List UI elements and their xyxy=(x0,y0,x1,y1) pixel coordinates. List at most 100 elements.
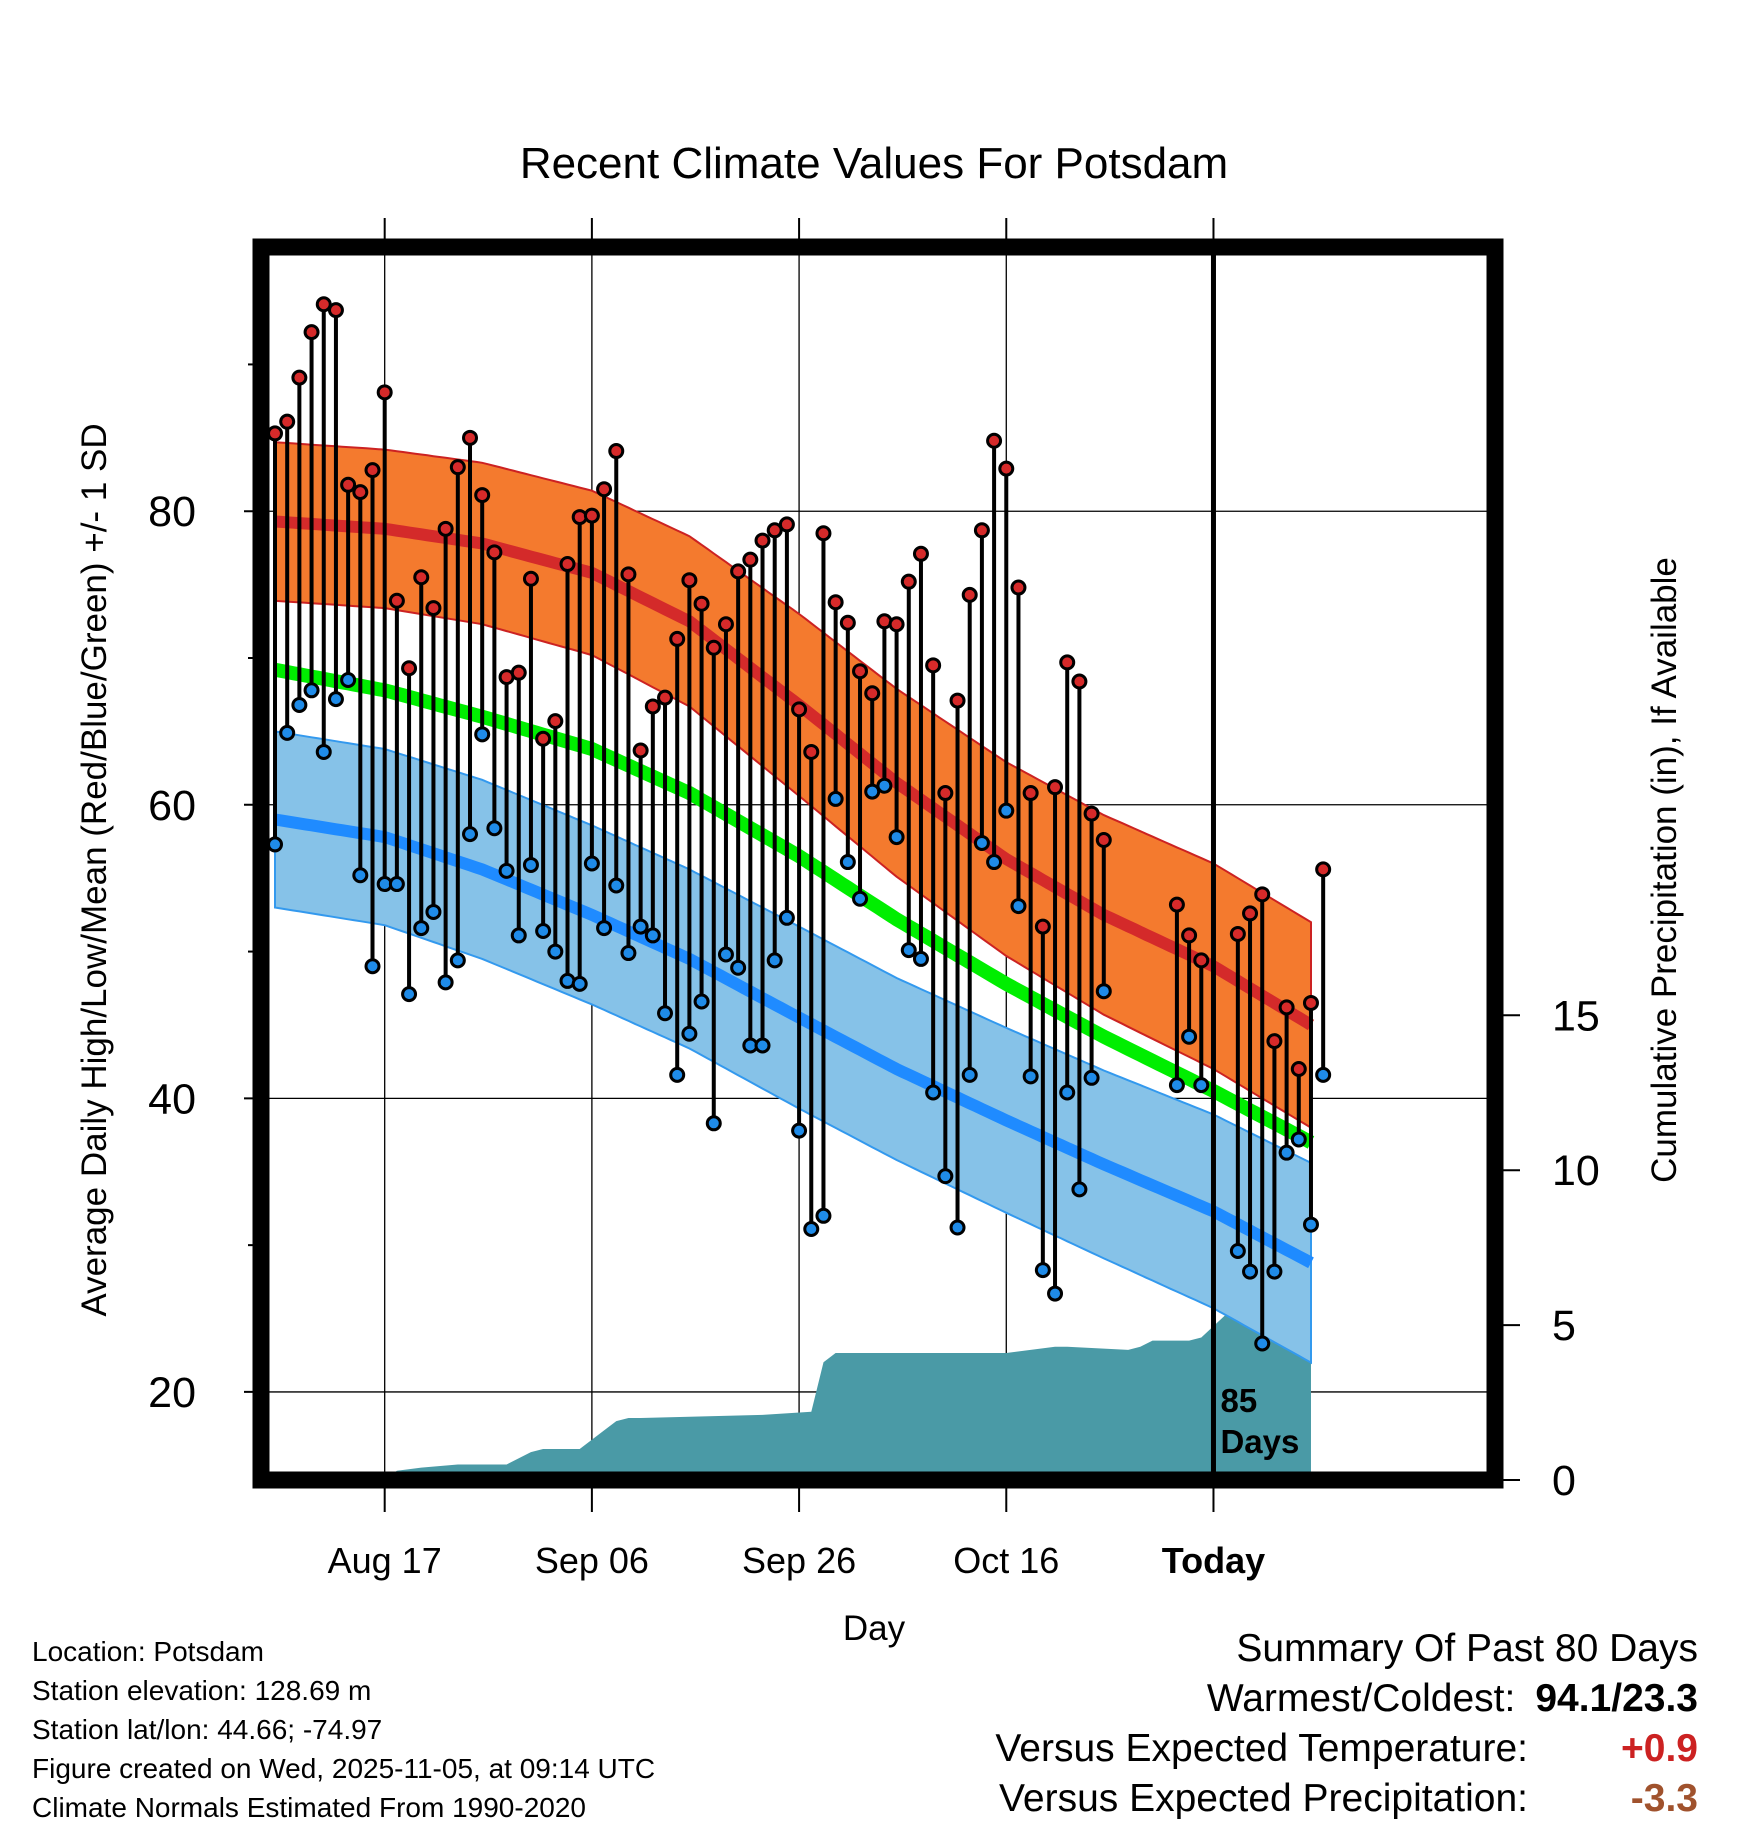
daily-low-point xyxy=(388,876,405,893)
daily-high-point xyxy=(1254,886,1271,903)
daily-high-point xyxy=(644,698,661,715)
daily-high-point xyxy=(1315,861,1332,878)
daily-low-point xyxy=(632,918,649,935)
daily-low-point xyxy=(754,1037,771,1054)
daily-high-point xyxy=(827,594,844,611)
normals-text: Climate Normals Estimated From 1990-2020 xyxy=(32,1792,586,1823)
daily-low-point xyxy=(1010,898,1027,915)
daily-low-point xyxy=(937,1168,954,1185)
y-axis-label: Average Daily High/Low/Mean (Red/Blue/Gr… xyxy=(75,423,114,1316)
daily-high-point xyxy=(474,487,491,504)
summary-title: Summary Of Past 80 Days xyxy=(1236,1627,1698,1670)
daily-high-point xyxy=(815,525,832,542)
daily-low-point xyxy=(315,743,332,760)
daily-high-point xyxy=(681,572,698,589)
daily-high-point xyxy=(791,701,808,718)
daily-high-point xyxy=(669,630,686,647)
daily-low-point xyxy=(486,820,503,837)
daily-high-point xyxy=(900,573,917,590)
daily-high-point xyxy=(413,569,430,586)
daily-high-point xyxy=(608,443,625,460)
daily-high-point xyxy=(1059,654,1076,671)
y-tick-label: 20 xyxy=(148,1369,196,1417)
daily-high-point xyxy=(657,689,674,706)
daily-low-point xyxy=(596,920,613,937)
daily-high-point xyxy=(888,616,905,633)
y-tick-label: 80 xyxy=(148,488,196,536)
daily-low-point xyxy=(669,1066,686,1083)
daily-high-point xyxy=(742,551,759,568)
daily-low-point xyxy=(449,952,466,969)
daily-low-point xyxy=(839,854,856,871)
daily-low-point xyxy=(803,1220,820,1237)
temp-value: +0.9 xyxy=(1621,1727,1698,1770)
daily-high-point xyxy=(803,743,820,760)
daily-low-point xyxy=(522,856,539,873)
daily-high-point xyxy=(388,592,405,609)
daily-low-point xyxy=(425,903,442,920)
daily-low-point xyxy=(364,958,381,975)
low-sd-band xyxy=(274,730,1312,1365)
y2-tick-label: 10 xyxy=(1552,1147,1600,1195)
daily-low-point xyxy=(279,724,296,741)
daily-low-point xyxy=(864,783,881,800)
daily-high-point xyxy=(1278,999,1295,1016)
daily-high-point xyxy=(327,302,344,319)
daily-low-point xyxy=(717,946,734,963)
temp-label: Versus Expected Temperature: xyxy=(995,1727,1528,1770)
daily-high-point xyxy=(340,476,357,493)
plot-frame xyxy=(252,238,1504,1489)
daily-low-point xyxy=(852,890,869,907)
station-info: Location: Potsdam Station elevation: 128… xyxy=(32,1632,655,1827)
precip-value: -3.3 xyxy=(1630,1777,1698,1820)
daily-low-point xyxy=(1302,1216,1319,1233)
daily-low-point xyxy=(1022,1068,1039,1085)
summary-panel: Summary Of Past 80 Days Warmest/Coldest:… xyxy=(995,1624,1698,1824)
daily-high-point xyxy=(559,556,576,573)
daily-high-point xyxy=(1290,1061,1307,1077)
daily-low-point xyxy=(401,986,418,1003)
daily-high-point xyxy=(1095,832,1112,849)
daily-low-point xyxy=(1083,1069,1100,1086)
daily-low-point xyxy=(1071,1181,1088,1198)
daily-high-point xyxy=(401,660,418,677)
daily-low-point xyxy=(437,974,454,991)
daily-high-point xyxy=(973,522,990,539)
daily-low-point xyxy=(644,927,661,944)
daily-high-point xyxy=(522,570,539,587)
daily-low-point xyxy=(608,877,625,894)
today-days-count: 85 xyxy=(1220,1382,1257,1419)
y-tick-label: 40 xyxy=(148,1075,196,1123)
daily-low-point xyxy=(620,945,637,962)
daily-low-point xyxy=(535,923,552,940)
daily-low-point xyxy=(571,975,588,992)
x-tick-label: Today xyxy=(1162,1540,1265,1581)
daily-high-point xyxy=(510,664,527,681)
plot-area xyxy=(261,247,1495,1480)
daily-high-point xyxy=(620,566,637,583)
daily-high-point xyxy=(1242,905,1259,922)
daily-high-point xyxy=(1229,925,1246,942)
daily-low-point xyxy=(986,854,1003,871)
today-days-label: Days xyxy=(1220,1423,1299,1460)
daily-high-point xyxy=(535,730,552,747)
daily-high-point xyxy=(425,600,442,617)
daily-high-point xyxy=(1034,918,1051,935)
daily-high-point xyxy=(912,545,929,562)
daily-high-point xyxy=(949,692,966,709)
summary-temp-row: Versus Expected Temperature: +0.9 xyxy=(995,1724,1698,1774)
y2-tick-label: 0 xyxy=(1552,1457,1576,1505)
daily-low-point xyxy=(949,1219,966,1236)
daily-high-point xyxy=(437,520,454,537)
daily-high-point xyxy=(852,663,869,680)
summary-precip-row: Versus Expected Precipitation: -3.3 xyxy=(995,1774,1698,1824)
daily-high-point xyxy=(998,460,1015,477)
y2-tick-label: 15 xyxy=(1552,992,1600,1040)
daily-low-point xyxy=(693,993,710,1010)
high-normal-line xyxy=(274,515,1315,1031)
daily-high-point xyxy=(705,639,722,656)
daily-low-point xyxy=(827,790,844,807)
precip-label: Versus Expected Precipitation: xyxy=(999,1777,1528,1820)
daily-low-point xyxy=(1242,1263,1259,1280)
